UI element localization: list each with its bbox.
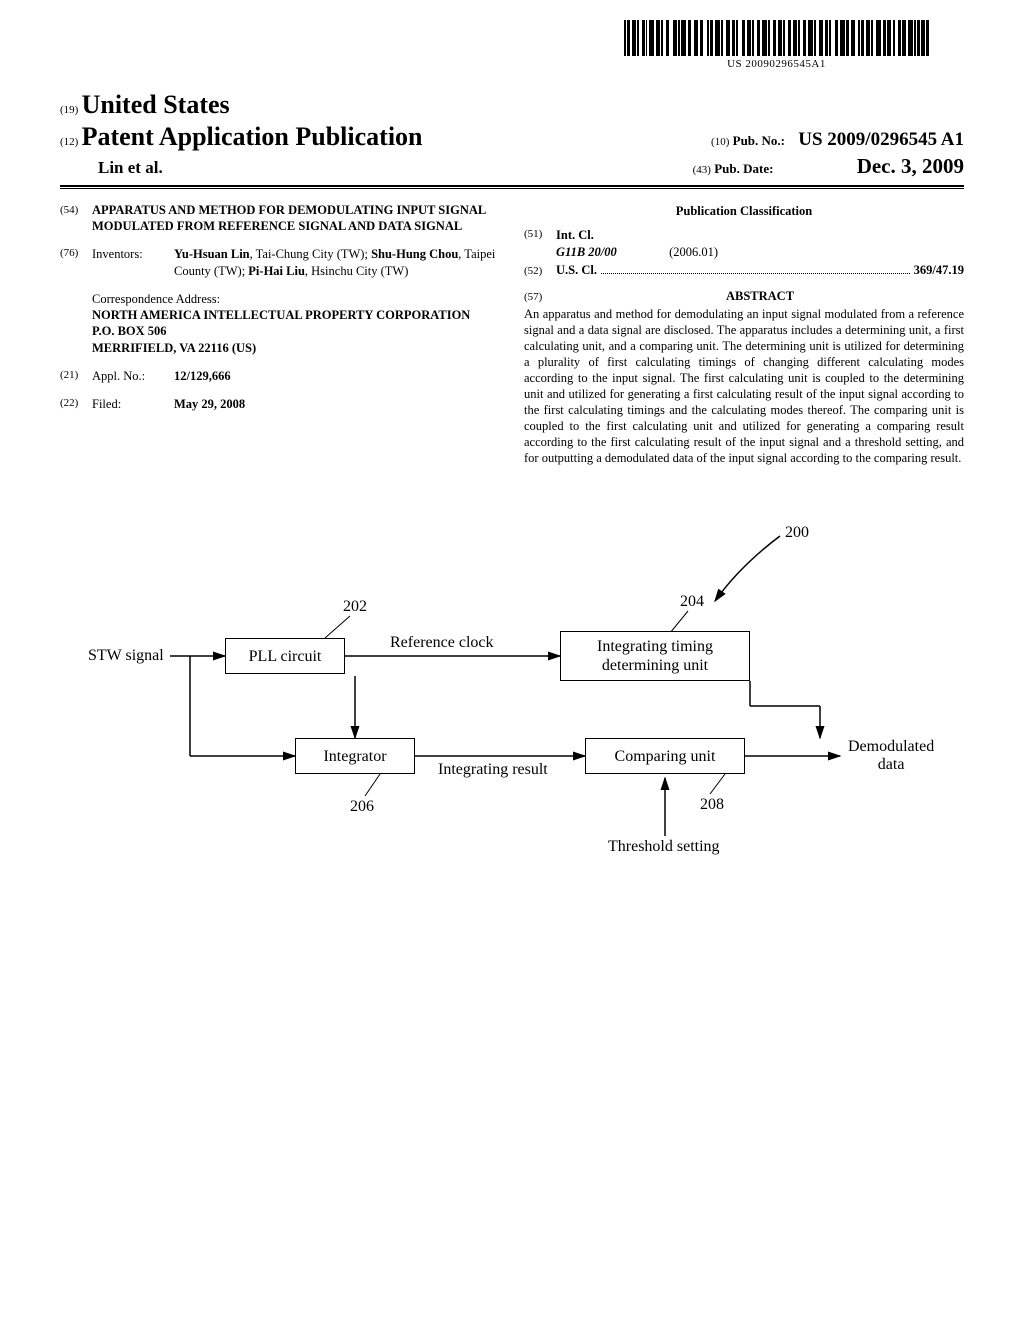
inventor-1-loc: , Tai-Chung City (TW); <box>250 247 371 261</box>
pll-box: PLL circuit <box>225 638 345 674</box>
pub-date-line: (43) Pub. Date: Dec. 3, 2009 <box>693 154 964 179</box>
field-num-57: (57) <box>524 290 556 304</box>
filed-date: May 29, 2008 <box>174 396 500 412</box>
pub-number-line: (10) Pub. No.: US 2009/0296545 A1 <box>711 129 964 151</box>
barcode <box>624 20 929 56</box>
inventor-3-name: Pi-Hai Liu <box>248 264 305 278</box>
publication-number: US 2009/0296545 A1 <box>798 129 964 150</box>
field-num-54: (54) <box>60 203 92 234</box>
field-num-12: (12) <box>60 136 78 148</box>
correspondence-block: Correspondence Address: NORTH AMERICA IN… <box>92 291 500 356</box>
int-result-label: Integrating result <box>438 761 548 779</box>
ref-208: 208 <box>700 796 724 814</box>
field-num-43: (43) <box>693 164 711 176</box>
intcl-label: Int. Cl. <box>556 227 964 243</box>
header-rule-thick <box>60 185 964 187</box>
integrator-box: Integrator <box>295 738 415 774</box>
pubdate-label: Pub. Date: <box>714 161 773 176</box>
barcode-block: US 20090296545A1 <box>624 20 929 70</box>
pubno-label: Pub. No.: <box>733 133 785 148</box>
correspondence-label: Correspondence Address: <box>92 291 500 307</box>
intcl-year: (2006.01) <box>669 245 718 259</box>
ref-206: 206 <box>350 798 374 816</box>
country-name: United States <box>82 90 230 119</box>
abstract-header: ABSTRACT <box>556 288 964 304</box>
filed-label: Filed: <box>92 396 174 412</box>
field-num-76: (76) <box>60 246 92 279</box>
publication-date: Dec. 3, 2009 <box>857 154 964 178</box>
ref-202: 202 <box>343 598 367 616</box>
pub-class-header: Publication Classification <box>524 203 964 219</box>
abstract-text: An apparatus and method for demodulating… <box>524 306 964 466</box>
field-num-19: (19) <box>60 104 78 116</box>
publication-type: Patent Application Publication <box>82 122 423 151</box>
field-num-22: (22) <box>60 396 92 412</box>
block-diagram: PLL circuit Integrating timing determini… <box>60 516 964 896</box>
demod-word2: data <box>878 756 905 773</box>
correspondence-name: NORTH AMERICA INTELLECTUAL PROPERTY CORP… <box>92 307 500 323</box>
applno-label: Appl. No.: <box>92 368 174 384</box>
inventors-label: Inventors: <box>92 246 174 279</box>
ref-204: 204 <box>680 593 704 611</box>
inventor-3-loc: , Hsinchu City (TW) <box>305 264 408 278</box>
inventor-1-name: Yu-Hsuan Lin <box>174 247 250 261</box>
demod-label: Demodulated data <box>848 738 934 774</box>
inventor-summary: Lin et al. <box>60 158 163 178</box>
stw-label: STW signal <box>88 647 164 665</box>
comparing-box: Comparing unit <box>585 738 745 774</box>
inventor-2-name: Shu-Hung Chou <box>371 247 458 261</box>
application-number: 12/129,666 <box>174 368 500 384</box>
country-line: (19) United States <box>60 90 964 120</box>
correspondence-pobox: P.O. BOX 506 <box>92 323 500 339</box>
inventors-list: Yu-Hsuan Lin, Tai-Chung City (TW); Shu-H… <box>174 246 500 279</box>
ref-200: 200 <box>785 524 809 542</box>
patent-title: APPARATUS AND METHOD FOR DEMODULATING IN… <box>92 203 500 234</box>
uscl-value: 369/47.19 <box>914 262 964 278</box>
header-rule-thin <box>60 188 964 189</box>
dots-leader <box>601 273 910 274</box>
uscl-label: U.S. Cl. <box>556 262 597 278</box>
ref-clock-label: Reference clock <box>390 634 493 652</box>
pub-type-line: (12) Patent Application Publication <box>60 122 423 152</box>
barcode-text: US 20090296545A1 <box>624 58 929 70</box>
correspondence-city: MERRIFIELD, VA 22116 (US) <box>92 340 500 356</box>
field-num-10: (10) <box>711 136 729 148</box>
intcl-code: G11B 20/00 <box>556 244 666 260</box>
field-num-51: (51) <box>524 227 556 260</box>
field-num-52: (52) <box>524 264 556 278</box>
itdu-box: Integrating timing determining unit <box>560 631 750 681</box>
demod-word1: Demodulated <box>848 738 934 755</box>
field-num-21: (21) <box>60 368 92 384</box>
threshold-label: Threshold setting <box>608 838 720 856</box>
